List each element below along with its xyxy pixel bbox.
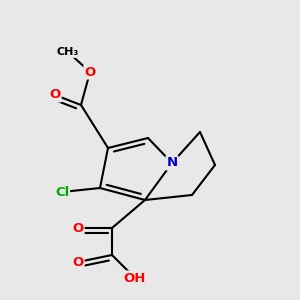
Text: Cl: Cl <box>55 185 69 199</box>
Text: N: N <box>167 157 178 169</box>
Text: O: O <box>50 88 61 101</box>
Text: CH₃: CH₃ <box>57 47 79 57</box>
Text: O: O <box>72 221 84 235</box>
Text: O: O <box>84 65 96 79</box>
Text: OH: OH <box>124 272 146 284</box>
Text: O: O <box>72 256 84 268</box>
